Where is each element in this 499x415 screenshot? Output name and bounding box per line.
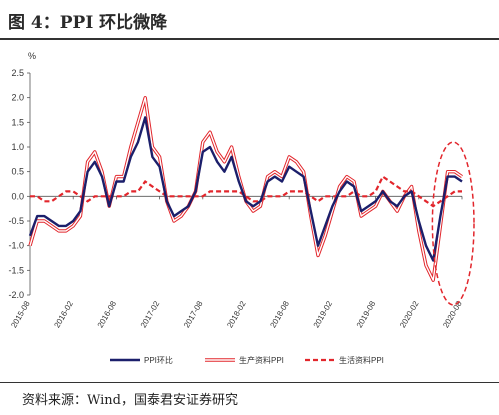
x-tick-label: 2020-02 [398,299,421,329]
x-tick-label: 2019-08 [355,299,378,329]
x-tick-label: 2015-08 [9,299,32,329]
x-tick-label: 2016-08 [96,299,119,329]
series-line-consumer [30,174,462,208]
line-chart: % 2.5 2.0 1.5 1.0 0.5 0.0 -0.5 -1.0 -1.5 -2.02015-… [8,51,475,365]
x-tick-label: 2018-02 [225,299,248,329]
legend-ppi-mom-label: PPI环比 [144,355,173,365]
figure-title-wrap: 图 4：PPI 环比微降 [8,6,167,34]
y-tick-label: 2.5 [11,68,24,78]
y-tick-label: 0.5 [11,167,24,177]
y-unit-label: % [28,51,36,61]
source-divider [0,382,499,383]
x-tick-label: 2016-02 [52,299,75,329]
legend-consumer-label: 生活资料PPI [339,355,384,365]
y-tick-label: 1.0 [11,142,24,152]
x-tick-label: 2019-02 [312,299,335,329]
y-tick-label: -1.5 [8,265,24,275]
y-tick-label: -1.0 [8,241,24,251]
y-tick-label: 0.0 [11,191,24,201]
y-tick-label: 2.0 [11,93,24,103]
x-tick-label: 2017-08 [182,299,205,329]
series-line-producer-outer [28,96,463,282]
title-divider [0,38,499,40]
series-line-producer-inner [29,97,463,281]
x-tick-label: 2018-08 [268,299,291,329]
x-tick-label: 2020-08 [441,299,464,329]
highlight-ellipse [431,141,475,306]
y-tick-label: -0.5 [8,216,24,226]
y-tick-label: 1.5 [11,117,24,127]
series-line-ppi-mom [28,116,463,262]
y-tick-label: -2.0 [8,290,24,300]
x-tick-label: 2017-02 [139,299,162,329]
legend-producer-label: 生产资料PPI [239,355,284,365]
source-note: 资料来源：Wind，国泰君安证券研究 [22,393,238,408]
figure-title: 图 4：PPI 环比微降 [8,12,168,33]
